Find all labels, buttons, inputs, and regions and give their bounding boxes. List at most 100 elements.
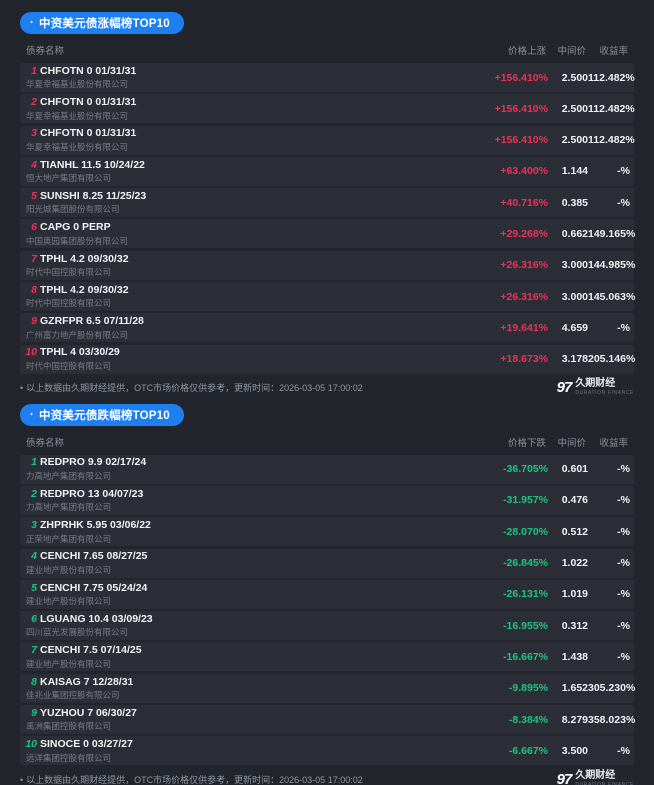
mid-price-value: 2.500	[561, 102, 588, 115]
issuer-name: 力高地产集团有限公司	[26, 502, 112, 513]
bond-cell: 1 REDPRO 9.9 02/17/24 力高地产集团有限公司	[24, 456, 456, 482]
rank-number: 6	[31, 612, 37, 625]
bond-cell: 5 SUNSHI 8.25 11/25/23 阳光城集团股份有限公司	[24, 190, 456, 216]
table-row[interactable]: 5 SUNSHI 8.25 11/25/23 阳光城集团股份有限公司 +40.7…	[20, 188, 634, 218]
section-title-losers: · 中资美元债跌幅榜TOP10	[20, 403, 184, 426]
yield-value: -%	[617, 494, 630, 507]
bond-cell: 4 TIANHL 11.5 10/24/22 恒大地产集团有限公司	[24, 159, 456, 185]
table-row[interactable]: 8 KAISAG 7 12/28/31 佳兆业集团控股有限公司 -9.895% …	[20, 673, 636, 703]
table-row[interactable]: 4 TIANHL 11.5 10/24/22 恒大地产集团有限公司 +63.40…	[20, 156, 634, 186]
footnote-losers: • 以上数据由久期财经提供，OTC市场价格仅供参考，更新时间：2026-03-05…	[20, 770, 634, 785]
price-change-value: +18.673%	[500, 353, 548, 366]
bond-name: TPHL 4.2 09/30/32	[40, 252, 129, 265]
table-row[interactable]: 4 CENCHI 7.65 08/27/25 建业地产股份有限公司 -26.84…	[20, 548, 634, 578]
bond-name: TPHL 4 03/30/29	[40, 346, 120, 359]
bond-name: TPHL 4.2 09/30/32	[40, 283, 129, 296]
table-row[interactable]: 9 YUZHOU 7 06/30/27 禹洲集团控股有限公司 -8.384% 8…	[20, 705, 635, 735]
footnote-body: 以上数据由久期财经提供，OTC市场价格仅供参考，更新时间：2026-03-05 …	[26, 774, 363, 785]
bond-cell: 7 TPHL 4.2 09/30/32 时代中国控股有限公司	[24, 253, 456, 279]
rank-number: 1	[31, 456, 37, 469]
table-row[interactable]: 1 REDPRO 9.9 02/17/24 力高地产集团有限公司 -36.705…	[20, 454, 634, 484]
footnote-bullet: •	[20, 774, 24, 785]
table-header-gainers: 债券名称 价格上涨 中间价 收益率	[20, 40, 634, 63]
table-row[interactable]: 7 CENCHI 7.5 07/14/25 建业地产股份有限公司 -16.667…	[20, 642, 634, 672]
yield-value: 305.230%	[588, 682, 636, 695]
table-row[interactable]: 8 TPHL 4.2 09/30/32 时代中国控股有限公司 +26.316% …	[20, 282, 636, 312]
logo-subtext: DURATION FINANCE	[575, 781, 634, 785]
price-change-value: -16.955%	[503, 619, 548, 632]
yield-value: -%	[617, 321, 630, 334]
table-row[interactable]: 9 GZRFPR 6.5 07/11/28 广州富力地产股份有限公司 +19.6…	[20, 313, 634, 343]
bond-name: CENCHI 7.5 07/14/25	[40, 644, 142, 657]
table-row[interactable]: 2 REDPRO 13 04/07/23 力高地产集团有限公司 -31.957%…	[20, 485, 634, 515]
price-change-value: +40.716%	[500, 196, 548, 209]
bond-cell: 9 YUZHOU 7 06/30/27 禹洲集团控股有限公司	[24, 707, 456, 733]
rank-number: 5	[31, 581, 37, 594]
logo-name: 久期财经	[575, 770, 616, 782]
table-row[interactable]: 10 TPHL 4 03/30/29 时代中国控股有限公司 +18.673% 3…	[20, 344, 636, 374]
mid-price-value: 2.500	[561, 71, 588, 84]
issuer-name: 正荣地产集团有限公司	[26, 533, 112, 544]
mid-price-value: 1.019	[561, 588, 588, 601]
mid-price-value: 0.601	[561, 463, 588, 476]
col-bond-name: 债券名称	[26, 437, 65, 449]
table-row[interactable]: 6 CAPG 0 PERP 中国奥园集团股份有限公司 +29.268% 0.66…	[20, 219, 635, 249]
bond-name: CHFOTN 0 01/31/31	[40, 127, 137, 140]
footnote-text: • 以上数据由久期财经提供，OTC市场价格仅供参考，更新时间：2026-03-05…	[20, 381, 363, 394]
yield-value: 112.482%	[588, 71, 635, 84]
table-row[interactable]: 1 CHFOTN 0 01/31/31 华夏幸福基业股份有限公司 +156.41…	[20, 63, 635, 92]
mid-price-value: 3.500	[561, 744, 588, 757]
logo-97-icon: 97	[556, 379, 573, 397]
mid-price-value: 0.476	[561, 494, 588, 507]
yield-value: 144.985%	[588, 259, 636, 272]
bond-name: ZHPRHK 5.95 03/06/22	[40, 519, 151, 532]
bond-name: SUNSHI 8.25 11/25/23	[40, 189, 147, 202]
yield-value: -%	[617, 165, 630, 178]
rank-number: 8	[31, 283, 37, 296]
bond-cell: 6 CAPG 0 PERP 中国奥园集团股份有限公司	[24, 221, 456, 247]
mid-price-value: 1.022	[561, 557, 588, 570]
rank-number: 7	[31, 252, 37, 265]
price-change-value: +19.641%	[500, 321, 548, 334]
bond-name: CENCHI 7.75 05/24/24	[40, 581, 148, 594]
table-row[interactable]: 3 ZHPRHK 5.95 03/06/22 正荣地产集团有限公司 -28.07…	[20, 517, 634, 547]
col-mid-price: 中间价	[557, 437, 586, 449]
table-row[interactable]: 6 LGUANG 10.4 03/09/23 四川蓝光发展股份有限公司 -16.…	[20, 611, 634, 641]
rank-number: 7	[31, 644, 37, 657]
jiuqi-logo: 97 久期财经 DURATION FINANCE	[557, 379, 634, 396]
rank-number: 1	[31, 64, 37, 77]
rank-number: 10	[25, 346, 37, 359]
losers-table: 1 REDPRO 9.9 02/17/24 力高地产集团有限公司 -36.705…	[20, 454, 636, 766]
table-row[interactable]: 10 SINOCE 0 03/27/27 远洋集团控股有限公司 -6.667% …	[20, 736, 634, 766]
bond-name: SINOCE 0 03/27/27	[40, 738, 133, 751]
yield-value: 145.063%	[588, 290, 636, 303]
bond-name: LGUANG 10.4 03/09/23	[40, 612, 153, 625]
footnote-body: 以上数据由久期财经提供，OTC市场价格仅供参考，更新时间：2026-03-05 …	[26, 383, 363, 394]
logo-subtext: DURATION FINANCE	[575, 389, 634, 396]
yield-value: 205.146%	[588, 353, 636, 366]
mid-price-value: 1.144	[561, 165, 588, 178]
mid-price-value: 3.000	[561, 290, 588, 303]
table-row[interactable]: 5 CENCHI 7.75 05/24/24 建业地产股份有限公司 -26.13…	[20, 579, 634, 609]
mid-price-value: 1.652	[561, 682, 588, 695]
bond-cell: 4 CENCHI 7.65 08/27/25 建业地产股份有限公司	[24, 550, 456, 576]
mid-price-value: 4.659	[561, 321, 588, 334]
bond-name: TIANHL 11.5 10/24/22	[40, 158, 145, 171]
table-row[interactable]: 3 CHFOTN 0 01/31/31 华夏幸福基业股份有限公司 +156.41…	[20, 125, 635, 155]
price-change-value: -9.895%	[508, 682, 548, 695]
price-change-value: +156.410%	[494, 134, 548, 147]
section-title-gainers: · 中资美元债涨幅榜TOP10	[20, 12, 184, 34]
table-row[interactable]: 7 TPHL 4.2 09/30/32 时代中国控股有限公司 +26.316% …	[20, 250, 636, 280]
title-bullet: ·	[30, 408, 35, 421]
issuer-name: 禹洲集团控股有限公司	[26, 721, 112, 732]
table-row[interactable]: 2 CHFOTN 0 01/31/31 华夏幸福基业股份有限公司 +156.41…	[20, 94, 635, 124]
bond-name: YUZHOU 7 06/30/27	[40, 706, 137, 719]
col-mid-price: 中间价	[557, 46, 586, 57]
mid-price-value: 3.000	[561, 259, 588, 272]
mid-price-value: 8.279	[561, 713, 588, 726]
bond-cell: 2 CHFOTN 0 01/31/31 华夏幸福基业股份有限公司	[24, 96, 456, 122]
price-change-value: +156.410%	[494, 71, 548, 84]
mid-price-value: 1.438	[561, 650, 588, 663]
issuer-name: 力高地产集团有限公司	[26, 470, 112, 481]
bond-name: CHFOTN 0 01/31/31	[40, 64, 137, 77]
